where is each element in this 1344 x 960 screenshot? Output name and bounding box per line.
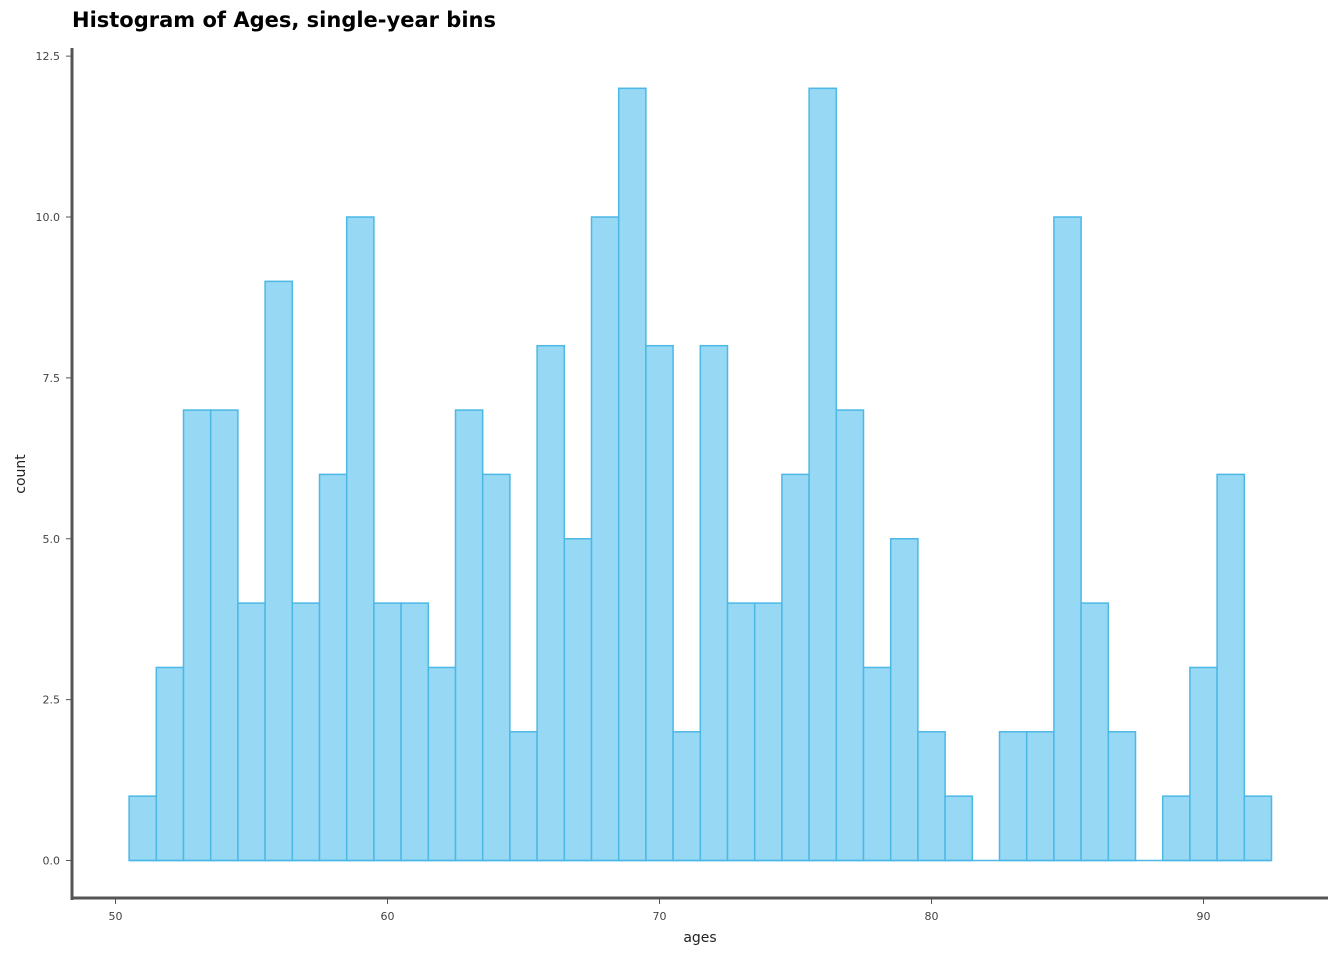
histogram-bar bbox=[1080, 602, 1110, 862]
histogram-bar bbox=[1161, 795, 1191, 862]
histogram-bar bbox=[345, 216, 375, 862]
x-tick-label: 90 bbox=[1197, 910, 1211, 923]
histogram-bar bbox=[373, 602, 402, 862]
y-tick-label: 2.5 bbox=[43, 694, 61, 707]
y-tick-label: 7.5 bbox=[43, 372, 61, 385]
histogram-bar bbox=[590, 216, 620, 862]
histogram-bar bbox=[481, 473, 511, 862]
histogram-bar bbox=[835, 409, 865, 862]
histogram-bar bbox=[862, 666, 892, 862]
histogram-bar bbox=[889, 538, 919, 862]
histogram-bar bbox=[1189, 666, 1218, 862]
histogram-bar bbox=[563, 538, 593, 862]
x-tick-label: 50 bbox=[109, 910, 123, 923]
histogram-bar bbox=[998, 731, 1028, 862]
y-tick-label: 10.0 bbox=[36, 211, 61, 224]
histogram-bar bbox=[291, 602, 321, 862]
histogram-bar bbox=[318, 473, 348, 862]
histogram-bar bbox=[1107, 731, 1137, 862]
histogram-bar bbox=[155, 666, 185, 862]
histogram-bar bbox=[917, 731, 946, 862]
y-tick-label: 5.0 bbox=[43, 533, 61, 546]
histogram-bar bbox=[182, 409, 212, 862]
histogram-bar bbox=[536, 344, 566, 862]
x-axis-ticks: 50 60 70 80 90 bbox=[109, 898, 1211, 923]
histogram-bar bbox=[645, 344, 674, 862]
y-axis-title: count bbox=[13, 454, 29, 494]
histogram-bar bbox=[427, 666, 457, 862]
histogram-bar bbox=[617, 87, 647, 862]
histogram-bar bbox=[944, 795, 974, 862]
histogram-bar bbox=[128, 795, 158, 862]
histogram-bar bbox=[1053, 216, 1082, 862]
histogram-bar bbox=[808, 87, 838, 862]
histogram-bar bbox=[753, 602, 783, 862]
histogram-bar bbox=[699, 344, 729, 862]
histogram-bar bbox=[1243, 795, 1273, 862]
histogram-bar bbox=[209, 409, 239, 862]
histogram-bar bbox=[400, 602, 430, 862]
histogram-bar bbox=[1025, 731, 1055, 862]
x-tick-label: 60 bbox=[381, 910, 395, 923]
histogram-bar bbox=[237, 602, 266, 862]
histogram-bar bbox=[264, 280, 294, 862]
bars-group bbox=[128, 87, 1273, 862]
histogram-bar bbox=[726, 602, 756, 862]
histogram-bar bbox=[1216, 473, 1246, 862]
y-tick-label: 12.5 bbox=[36, 50, 61, 63]
histogram-bar bbox=[454, 409, 484, 862]
y-axis-ticks: 0.0 2.5 5.0 7.5 10.0 12.5 bbox=[36, 50, 72, 868]
x-tick-label: 80 bbox=[925, 910, 939, 923]
x-tick-label: 70 bbox=[653, 910, 667, 923]
chart-title: Histogram of Ages, single-year bins bbox=[72, 8, 496, 32]
histogram-bar bbox=[672, 731, 702, 862]
y-tick-label: 0.0 bbox=[43, 855, 61, 868]
histogram-bar bbox=[781, 473, 810, 862]
histogram-bar bbox=[509, 731, 538, 862]
x-axis-title: ages bbox=[683, 930, 716, 946]
